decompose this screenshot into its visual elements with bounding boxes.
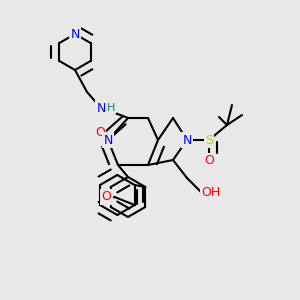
Text: H: H	[107, 103, 115, 113]
Text: O: O	[204, 154, 214, 167]
Text: O: O	[102, 190, 112, 203]
Text: OH: OH	[201, 185, 220, 199]
Text: N: N	[103, 134, 113, 146]
Text: N: N	[96, 101, 106, 115]
Text: S: S	[205, 134, 213, 146]
Text: O: O	[95, 125, 105, 139]
Text: N: N	[70, 28, 80, 40]
Text: N: N	[182, 134, 192, 146]
